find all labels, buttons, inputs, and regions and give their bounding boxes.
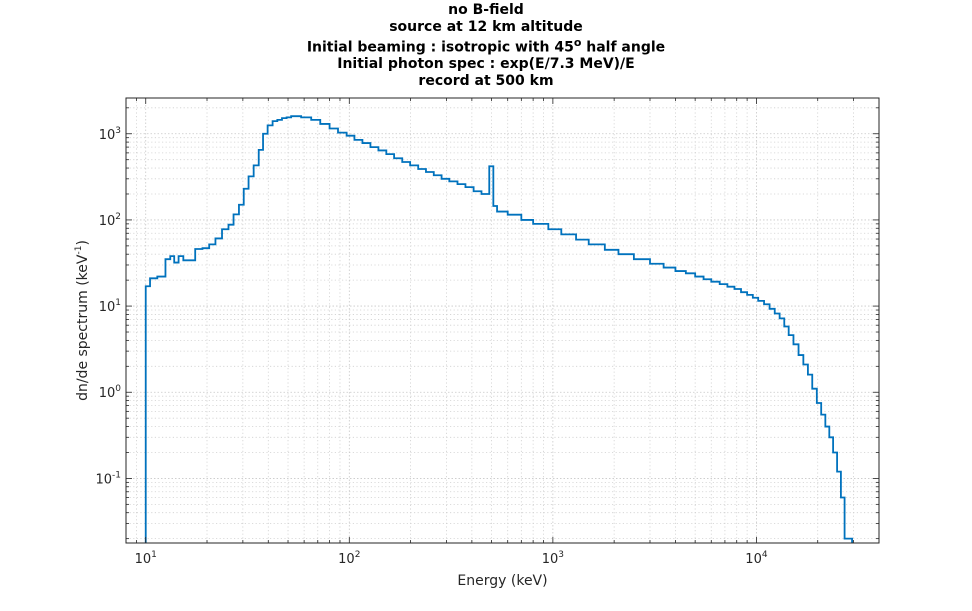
y-tick-label: 100 [99, 384, 122, 401]
y-axis-label-main: dn/de spectrum (keV [75, 254, 91, 401]
x-tick-label: 103 [542, 550, 564, 567]
plot-frame [125, 97, 880, 544]
chart-title-line-4: Initial photon spec : exp(E/7.3 MeV)/E [337, 56, 635, 73]
y-axis-label-sup: -1 [74, 246, 84, 255]
y-tick-label: 101 [99, 298, 121, 315]
chart-title-line-5: record at 500 km [418, 72, 554, 89]
spectrum-stairs-line [144, 115, 853, 543]
x-tick-label: 104 [745, 550, 768, 567]
y-axis-label-end: ) [75, 240, 91, 245]
chart-title-line-3-suffix: half angle [581, 39, 666, 56]
x-tick-label: 102 [338, 550, 360, 567]
major-grid [126, 98, 879, 543]
chart-title-line-3-text: Initial beaming : isotropic with 45 [306, 39, 574, 56]
axes-frame [125, 97, 880, 544]
chart-title-line-3: Initial beaming : isotropic with 45o hal… [0, 35, 972, 56]
chart-title-degree: o [573, 36, 582, 49]
x-tick-label: 101 [135, 550, 157, 567]
series-layer [144, 115, 853, 543]
minor-grid [125, 98, 880, 543]
y-tick-label: 10-1 [95, 470, 121, 487]
y-tick-label: 103 [99, 126, 121, 143]
chart-title-line-1: no B-field [448, 2, 524, 18]
y-tick-label: 102 [99, 212, 121, 229]
chart-title-block: no B-field source at 12 km altitude Init… [0, 0, 972, 89]
chart-title-line-2: source at 12 km altitude [389, 18, 583, 35]
x-axis-label: Energy (keV) [457, 573, 547, 589]
x-axis-ticks: 101 102 103 104 [125, 98, 880, 567]
y-axis-label: dn/de spectrum (keV-1) [74, 240, 91, 401]
y-axis-ticks: 10-1 100 101 102 103 [95, 107, 879, 540]
